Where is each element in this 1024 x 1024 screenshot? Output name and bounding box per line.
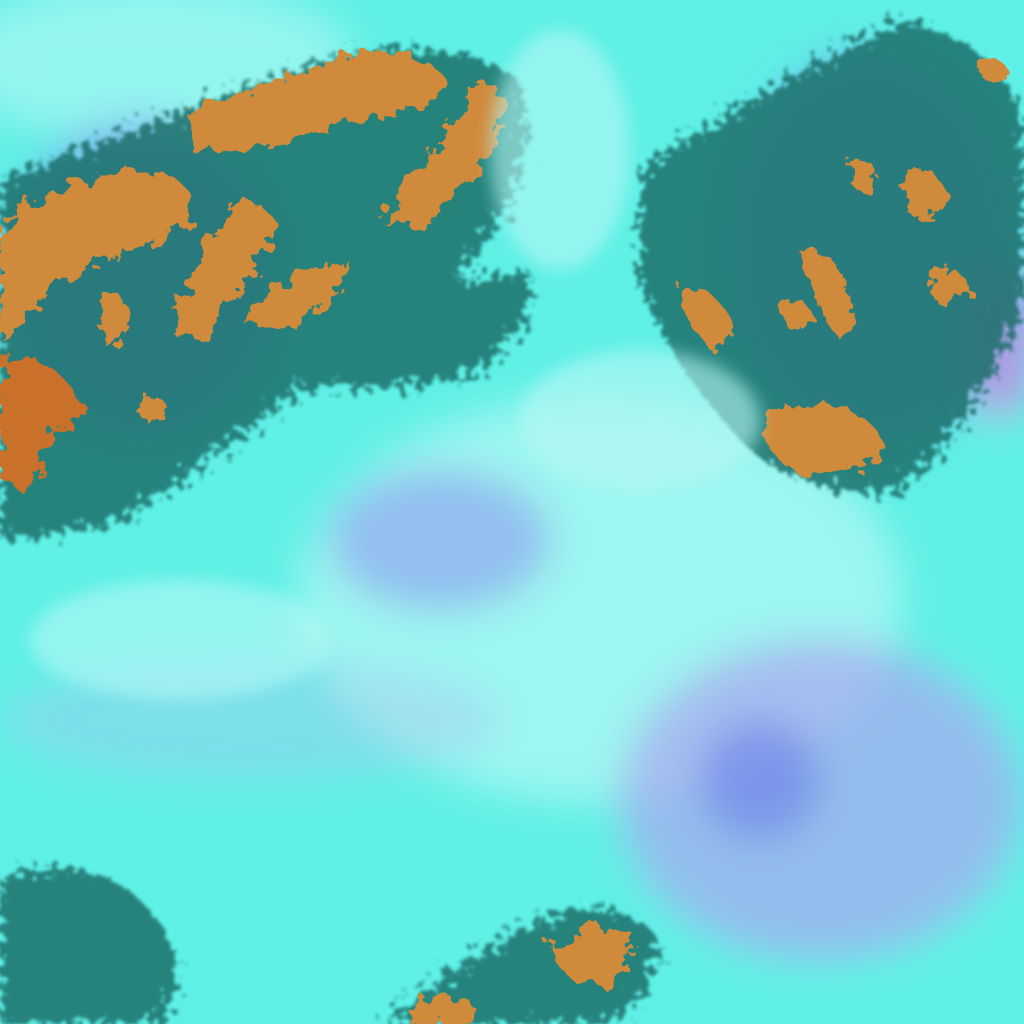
cloud-highlight-layer: [30, 30, 760, 700]
cloud-top-layer: [0, 50, 1010, 1024]
